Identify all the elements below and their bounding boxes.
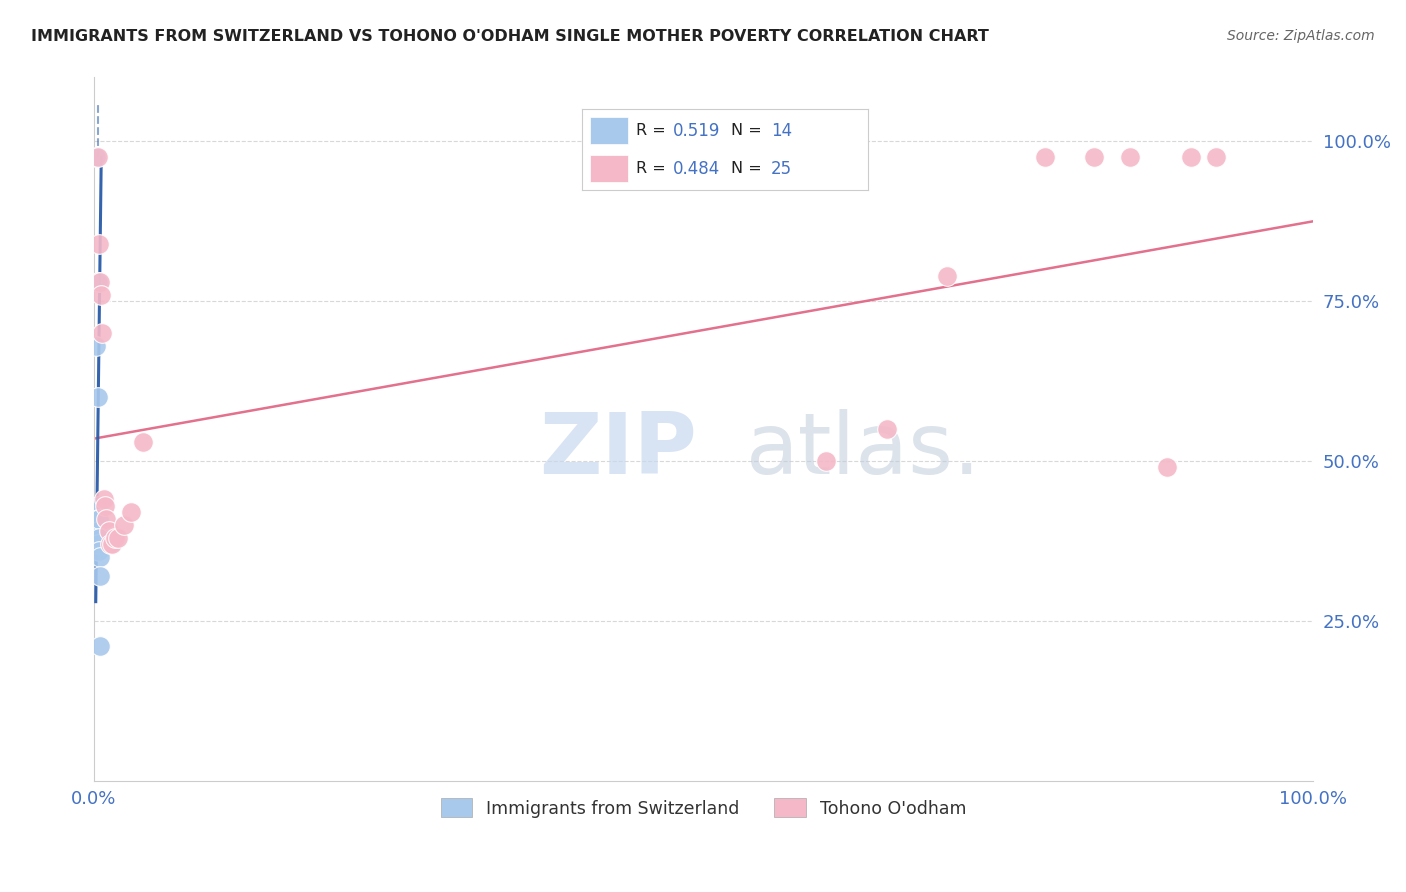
Text: atlas.: atlas. [747,409,981,491]
Point [94,511,117,525]
Point [97,524,120,539]
Point [101,537,124,551]
Point [86,339,108,353]
Point [86,499,108,513]
Legend: Immigrants from Switzerland, Tohono O'odham: Immigrants from Switzerland, Tohono O'od… [434,791,973,825]
Point [89,549,111,564]
Point [94,499,117,513]
Point [107,531,129,545]
Point [86,524,108,539]
Point [89,275,111,289]
Point [86,511,108,525]
Point [104,531,127,545]
Point [93,492,115,507]
Point [120,505,142,519]
Point [1205,150,1227,164]
Point [90,287,112,301]
Point [1083,150,1105,164]
Point [87,543,110,558]
Point [1119,150,1142,164]
Point [87,511,110,525]
Point [86,537,108,551]
Text: Source: ZipAtlas.com: Source: ZipAtlas.com [1227,29,1375,43]
Point [876,422,898,436]
Point [131,434,153,449]
Point [1033,150,1056,164]
Point [86,390,108,404]
Point [91,326,114,340]
Point [1180,150,1202,164]
Point [89,640,111,654]
Point [814,454,837,468]
Point [936,268,959,283]
Text: IMMIGRANTS FROM SWITZERLAND VS TOHONO O'ODHAM SINGLE MOTHER POVERTY CORRELATION : IMMIGRANTS FROM SWITZERLAND VS TOHONO O'… [31,29,988,44]
Point [89,569,111,583]
Text: ZIP: ZIP [538,409,697,491]
Point [98,537,121,551]
Point [86,275,108,289]
Point [86,150,108,164]
Point [112,517,135,532]
Point [86,150,108,164]
Point [1156,460,1178,475]
Point [87,531,110,545]
Point [87,236,110,251]
